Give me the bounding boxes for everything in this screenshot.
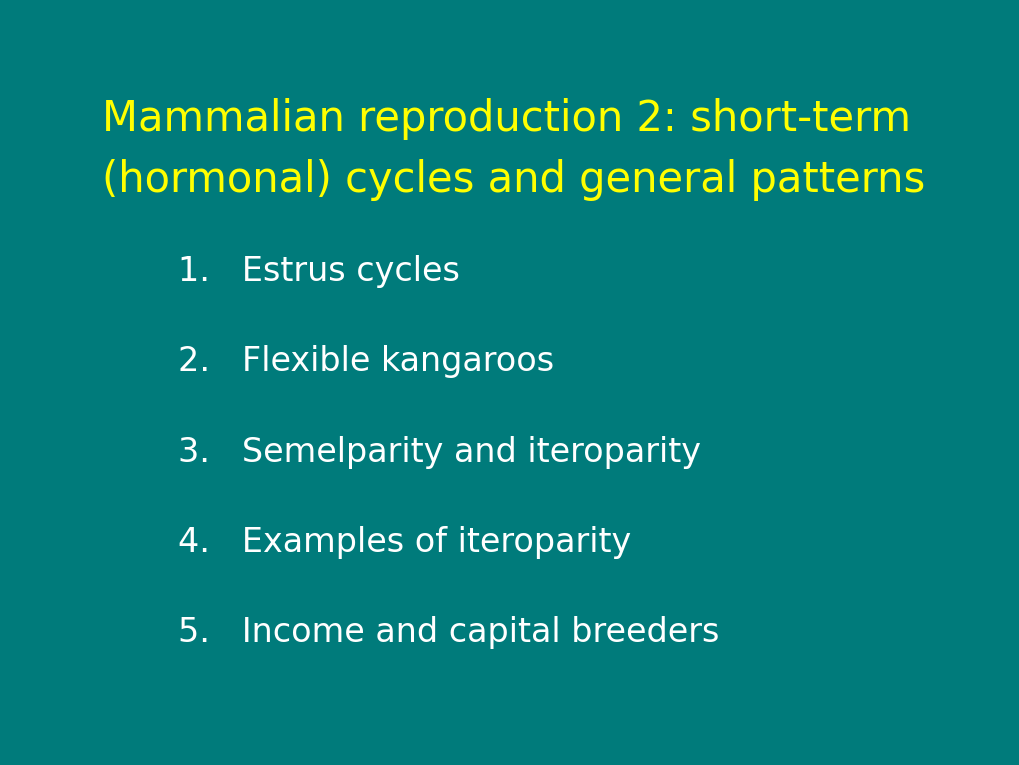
Text: 1.   Estrus cycles: 1. Estrus cycles xyxy=(178,255,460,288)
Text: 3.   Semelparity and iteroparity: 3. Semelparity and iteroparity xyxy=(178,435,701,469)
Text: (hormonal) cycles and general patterns: (hormonal) cycles and general patterns xyxy=(102,159,924,200)
Text: Mammalian reproduction 2: short-term: Mammalian reproduction 2: short-term xyxy=(102,98,910,139)
Text: 4.   Examples of iteroparity: 4. Examples of iteroparity xyxy=(178,526,631,559)
Text: 2.   Flexible kangaroos: 2. Flexible kangaroos xyxy=(178,345,554,379)
Text: 5.   Income and capital breeders: 5. Income and capital breeders xyxy=(178,616,719,649)
